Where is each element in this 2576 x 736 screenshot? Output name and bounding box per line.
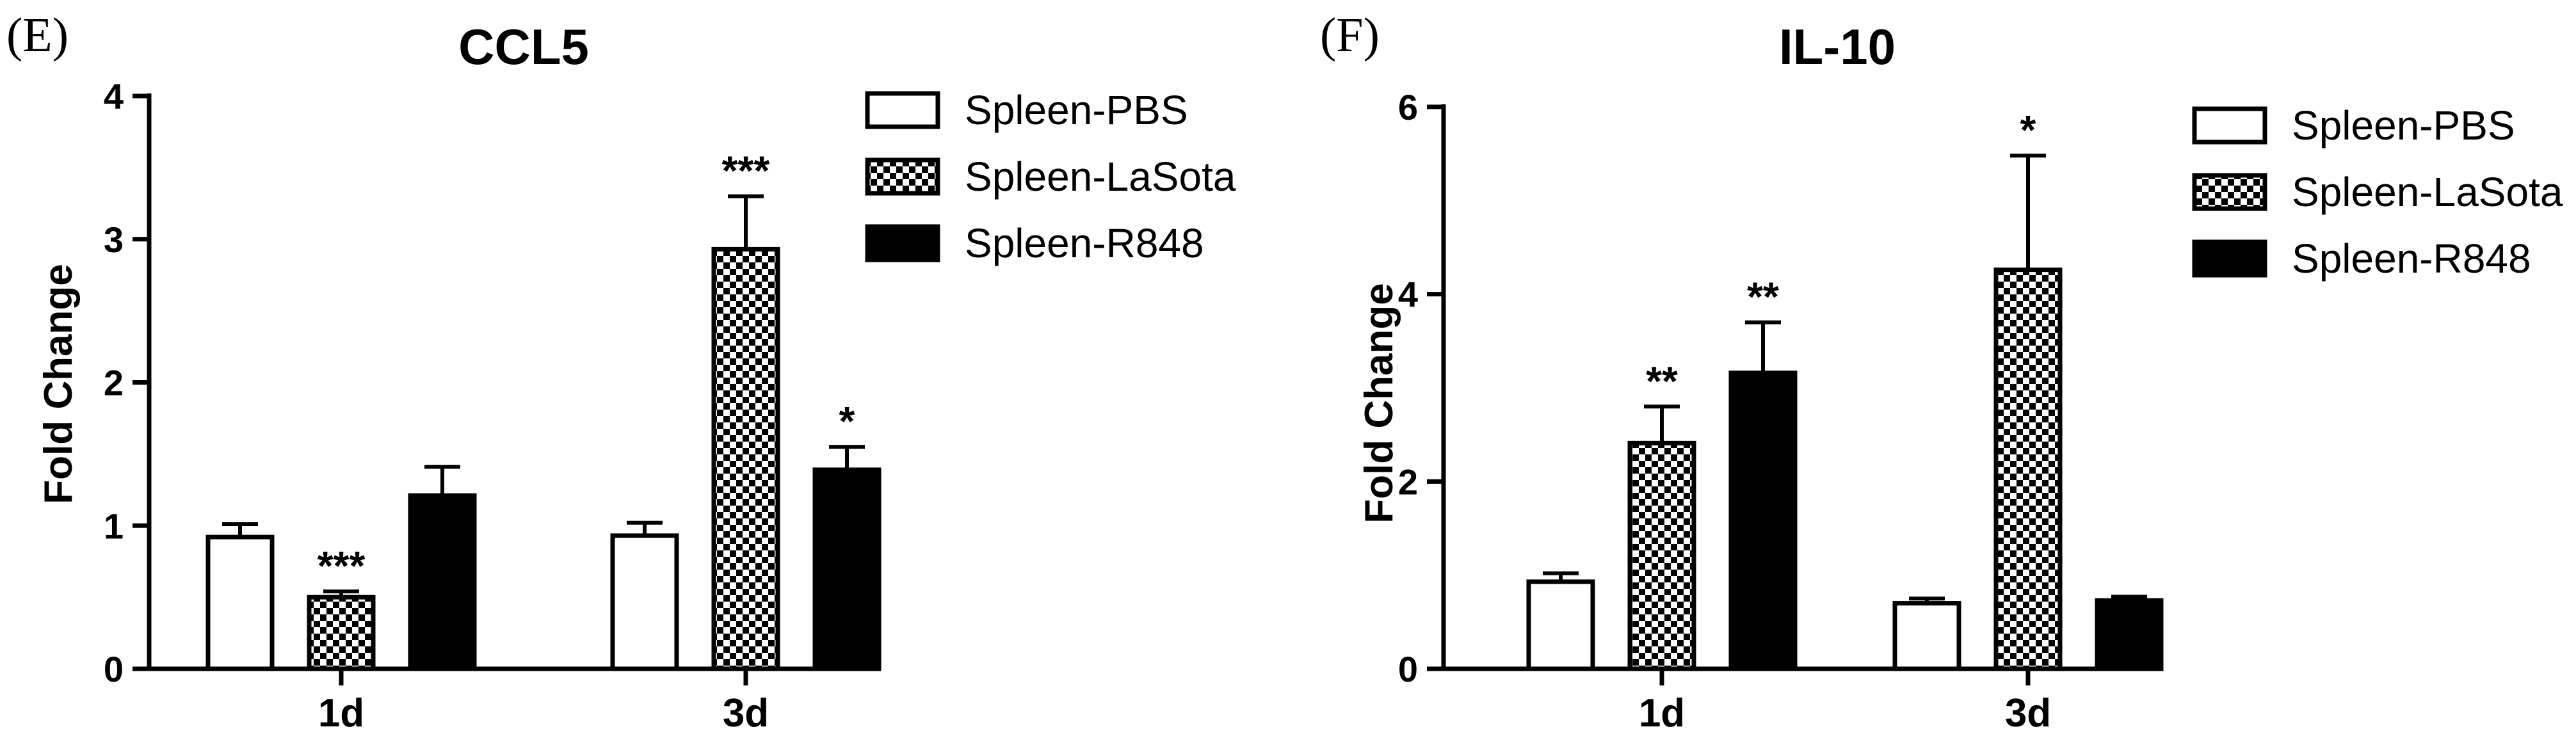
bar [2095,598,2164,671]
y-tick-label: 0 [104,649,124,689]
chart-title: CCL5 [458,19,589,75]
bar [1728,371,1798,671]
legend-swatch [2192,106,2267,145]
legend-label: Spleen-LaSota [965,154,1236,200]
significance-label: ** [1646,358,1678,404]
significance-label: * [2020,107,2036,153]
y-tick-label: 1 [104,506,124,546]
legend-swatch [865,91,940,129]
legend-swatch [2192,173,2267,211]
bar [205,534,275,671]
y-tick-label: 2 [104,363,124,403]
legend-label: Spleen-LaSota [2292,169,2563,215]
bar [711,246,780,671]
bar [1627,440,1696,671]
y-axis-label: Fold Change [36,264,81,504]
significance-label: ** [1747,274,1779,320]
legend-label: Spleen-R848 [965,220,1204,266]
legend-swatch [865,224,940,262]
y-tick-label: 4 [104,76,124,116]
y-tick-label: 6 [1398,87,1418,127]
chart-title: IL-10 [1779,19,1896,75]
significance-label: *** [722,148,770,194]
y-axis-label: Fold Change [1357,283,1401,523]
panel-label: (E) [6,8,68,62]
legend-swatch [2192,239,2267,278]
x-category-label: 3d [723,691,769,735]
x-category-label: 3d [2005,691,2051,735]
y-tick-label: 2 [1398,461,1418,502]
y-tick-label: 4 [1398,275,1418,315]
x-category-label: 1d [1639,691,1685,735]
y-tick-label: 3 [104,220,124,260]
bar [1892,601,1961,671]
y-tick-label: 0 [1398,649,1418,689]
bar [1993,268,2063,671]
bar [307,595,376,671]
significance-label: * [839,398,855,444]
x-category-label: 1d [318,691,364,735]
legend-label: Spleen-PBS [2292,102,2515,148]
legend-label: Spleen-R848 [2292,236,2531,282]
bar [610,533,679,671]
significance-label: *** [318,543,366,589]
bar [1526,579,1595,671]
legend-swatch [865,157,940,196]
bar [408,493,477,671]
panel-label: (F) [1320,8,1380,62]
bar [812,467,881,671]
legend-label: Spleen-PBS [965,87,1188,133]
